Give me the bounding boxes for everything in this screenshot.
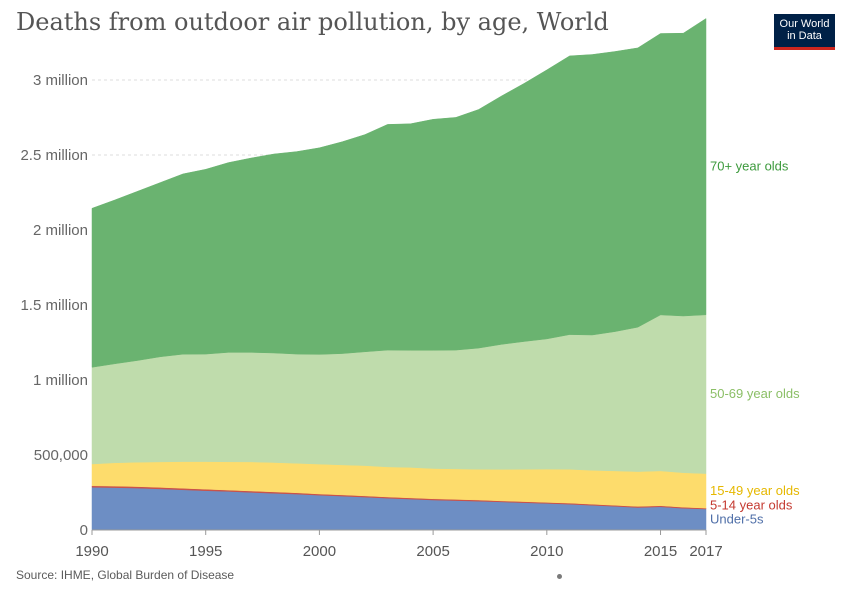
series-label-15-49-year-olds: 15-49 year olds bbox=[710, 483, 800, 498]
series-label-under-5s: Under-5s bbox=[710, 512, 764, 527]
x-tick-label: 1990 bbox=[75, 543, 108, 560]
logo-line-2: in Data bbox=[787, 30, 822, 42]
y-tick-label: 2 million bbox=[33, 222, 88, 239]
series-label-50-69-year-olds: 50-69 year olds bbox=[710, 386, 800, 401]
owid-logo[interactable]: Our World in Data bbox=[774, 14, 835, 50]
y-tick-label: 0 bbox=[80, 522, 88, 539]
series-label-5-14-year-olds: 5-14 year olds bbox=[710, 498, 793, 513]
y-tick-label: 1 million bbox=[33, 372, 88, 389]
y-tick-label: 500,000 bbox=[34, 447, 88, 464]
area-layers bbox=[91, 18, 707, 531]
y-tick-label: 3 million bbox=[33, 72, 88, 89]
y-tick-label: 1.5 million bbox=[20, 297, 88, 314]
timeline-dot[interactable] bbox=[557, 574, 562, 579]
series-label-70-year-olds: 70+ year olds bbox=[710, 159, 789, 174]
source-note: Source: IHME, Global Burden of Disease bbox=[16, 568, 235, 582]
y-axis-ticks: 0 500,000 1 million 1.5 million 2 million 2.5… bbox=[20, 72, 88, 539]
x-tick-label: 2017 bbox=[689, 543, 722, 560]
chart-title: Deaths from outdoor air pollution, by ag… bbox=[16, 8, 609, 36]
x-tick-label: 2000 bbox=[303, 543, 336, 560]
x-tick-label: 2015 bbox=[644, 543, 677, 560]
y-tick-label: 2.5 million bbox=[20, 147, 88, 164]
x-axis-ticks: 1990 1995 2000 2005 2010 2015 2017 bbox=[75, 530, 723, 560]
area-70-year-olds[interactable] bbox=[91, 18, 707, 368]
logo-line-1: Our World bbox=[779, 18, 830, 30]
x-tick-label: 2005 bbox=[416, 543, 449, 560]
x-tick-label: 2010 bbox=[530, 543, 563, 560]
x-tick-label: 1995 bbox=[189, 543, 222, 560]
